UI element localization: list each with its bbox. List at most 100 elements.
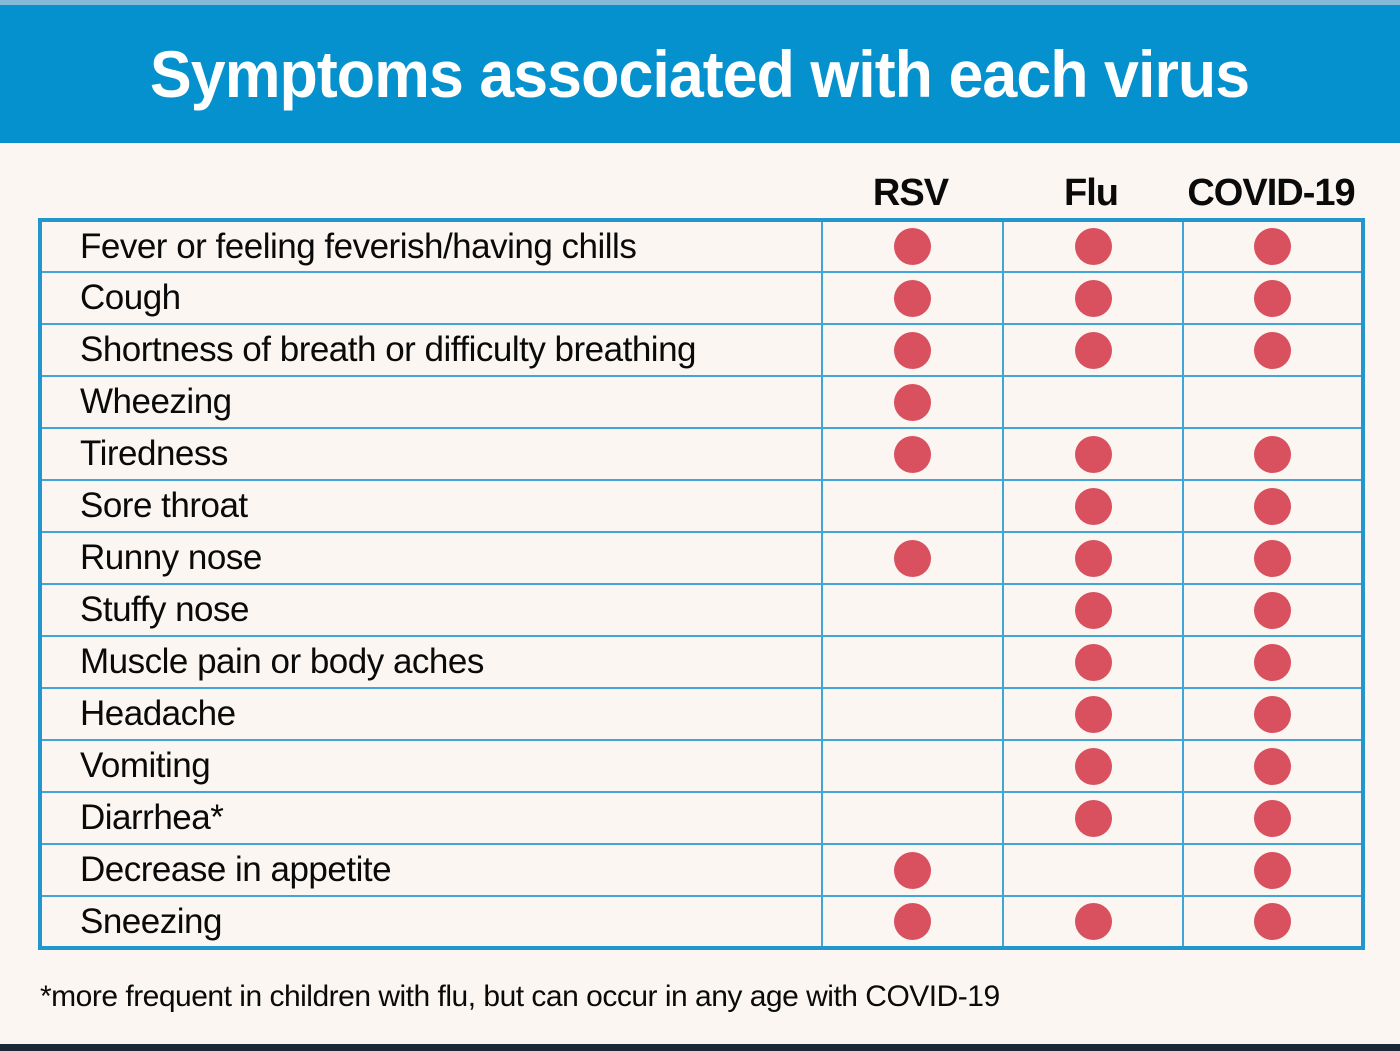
symptom-dot-icon bbox=[894, 331, 931, 369]
dot-cell-rsv bbox=[821, 739, 1004, 793]
dot-cell-rsv bbox=[821, 323, 1004, 377]
dot-cell-covid19 bbox=[1182, 531, 1364, 585]
dot-cell-rsv bbox=[821, 635, 1004, 689]
bottom-accent-bar bbox=[0, 1044, 1400, 1051]
symptom-dot-icon bbox=[894, 228, 931, 265]
symptom-dot-icon bbox=[1074, 799, 1112, 837]
symptom-label: Cough bbox=[39, 271, 823, 325]
footnote: *more frequent in children with flu, but… bbox=[40, 980, 1000, 1013]
symptom-dot-icon bbox=[1254, 851, 1291, 889]
symptom-dot-icon bbox=[1074, 643, 1112, 681]
table-row: Decrease in appetite bbox=[39, 843, 1364, 897]
page-title: Symptoms associated with each virus bbox=[150, 37, 1250, 111]
table-row: Wheezing bbox=[39, 375, 1364, 429]
symptom-dot-icon bbox=[894, 903, 931, 940]
dot-cell-rsv bbox=[821, 791, 1004, 845]
symptom-dot-icon bbox=[1254, 747, 1291, 785]
dot-cell-flu bbox=[1002, 219, 1184, 273]
column-header-covid19: COVID-19 bbox=[1187, 172, 1355, 214]
dot-cell-flu bbox=[1002, 583, 1184, 637]
symptom-dot-icon bbox=[894, 851, 931, 889]
symptom-dot-icon bbox=[1254, 903, 1291, 940]
symptom-dot-icon bbox=[894, 539, 931, 577]
symptom-dot-icon bbox=[1074, 903, 1112, 940]
column-header-rsv: RSV bbox=[872, 172, 949, 214]
dot-cell-rsv bbox=[821, 687, 1004, 741]
dot-cell-covid19 bbox=[1182, 375, 1364, 429]
symptom-dot-icon bbox=[1074, 591, 1112, 629]
dot-cell-flu bbox=[1002, 479, 1184, 533]
column-header-row: RSV Flu COVID-19 bbox=[38, 143, 1362, 218]
dot-cell-rsv bbox=[821, 271, 1004, 325]
dot-cell-covid19 bbox=[1182, 843, 1364, 897]
dot-cell-covid19 bbox=[1182, 895, 1364, 949]
dot-cell-flu bbox=[1002, 531, 1184, 585]
symptom-dot-icon bbox=[894, 279, 931, 317]
symptom-dot-icon bbox=[894, 383, 931, 421]
dot-cell-flu bbox=[1002, 375, 1184, 429]
symptom-label: Fever or feeling feverish/having chills bbox=[39, 219, 823, 273]
dot-cell-rsv bbox=[821, 375, 1004, 429]
symptom-dot-icon bbox=[1254, 695, 1291, 733]
symptom-dot-icon bbox=[1254, 643, 1291, 681]
symptom-dot-icon bbox=[1074, 331, 1112, 369]
dot-cell-flu bbox=[1002, 323, 1184, 377]
column-header-flu: Flu bbox=[1064, 172, 1119, 214]
symptom-dot-icon bbox=[1074, 695, 1112, 733]
symptom-label: Diarrhea* bbox=[39, 791, 823, 845]
symptom-label: Muscle pain or body aches bbox=[39, 635, 823, 689]
symptom-label: Stuffy nose bbox=[39, 583, 823, 637]
table-row: Fever or feeling feverish/having chills bbox=[39, 219, 1364, 273]
symptom-label: Shortness of breath or difficulty breath… bbox=[39, 323, 823, 377]
symptom-label: Sneezing bbox=[39, 895, 823, 949]
top-accent-strip bbox=[0, 0, 1400, 5]
dot-cell-flu bbox=[1002, 739, 1184, 793]
table-row: Muscle pain or body aches bbox=[39, 635, 1364, 689]
table-row: Diarrhea* bbox=[39, 791, 1364, 845]
symptom-label: Tiredness bbox=[39, 427, 823, 481]
table-row: Cough bbox=[39, 271, 1364, 325]
dot-cell-covid19 bbox=[1182, 323, 1364, 377]
symptom-dot-icon bbox=[1074, 279, 1112, 317]
dot-cell-flu bbox=[1002, 843, 1184, 897]
dot-cell-rsv bbox=[821, 219, 1004, 273]
dot-cell-flu bbox=[1002, 791, 1184, 845]
dot-cell-rsv bbox=[821, 895, 1004, 949]
dot-cell-covid19 bbox=[1182, 427, 1364, 481]
symptom-dot-icon bbox=[1074, 539, 1112, 577]
symptom-dot-icon bbox=[1074, 228, 1112, 265]
symptom-dot-icon bbox=[1254, 539, 1291, 577]
table-row: Runny nose bbox=[39, 531, 1364, 585]
table-row: Headache bbox=[39, 687, 1364, 741]
symptom-dot-icon bbox=[1254, 799, 1291, 837]
symptom-dot-icon bbox=[1254, 487, 1291, 525]
symptom-table-body: Fever or feeling feverish/having chills C… bbox=[39, 219, 1364, 949]
symptom-label: Wheezing bbox=[39, 375, 823, 429]
table-row: Stuffy nose bbox=[39, 583, 1364, 637]
dot-cell-rsv bbox=[821, 427, 1004, 481]
dot-cell-flu bbox=[1002, 427, 1184, 481]
dot-cell-flu bbox=[1002, 687, 1184, 741]
dot-cell-rsv bbox=[821, 583, 1004, 637]
symptom-dot-icon bbox=[1254, 331, 1291, 369]
dot-cell-covid19 bbox=[1182, 219, 1364, 273]
table-row: Shortness of breath or difficulty breath… bbox=[39, 323, 1364, 377]
symptom-label: Sore throat bbox=[39, 479, 823, 533]
dot-cell-covid19 bbox=[1182, 635, 1364, 689]
symptom-dot-icon bbox=[894, 435, 931, 473]
symptom-dot-icon bbox=[1254, 435, 1291, 473]
dot-cell-rsv bbox=[821, 479, 1004, 533]
symptom-table: Fever or feeling feverish/having chills C… bbox=[38, 218, 1365, 950]
title-banner: Symptoms associated with each virus bbox=[0, 5, 1400, 143]
dot-cell-covid19 bbox=[1182, 479, 1364, 533]
table-row: Tiredness bbox=[39, 427, 1364, 481]
dot-cell-covid19 bbox=[1182, 739, 1364, 793]
dot-cell-flu bbox=[1002, 895, 1184, 949]
dot-cell-rsv bbox=[821, 843, 1004, 897]
dot-cell-covid19 bbox=[1182, 583, 1364, 637]
symptom-label: Headache bbox=[39, 687, 823, 741]
symptom-label: Decrease in appetite bbox=[39, 843, 823, 897]
symptom-dot-icon bbox=[1074, 747, 1112, 785]
dot-cell-flu bbox=[1002, 271, 1184, 325]
dot-cell-flu bbox=[1002, 635, 1184, 689]
